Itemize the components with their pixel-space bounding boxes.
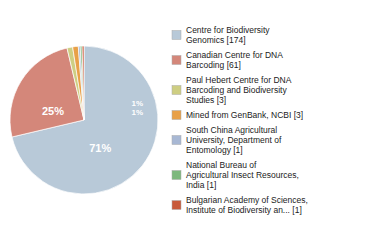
legend-label: Mined from GenBank, NCBI [3]: [186, 110, 303, 120]
chart: 71% 25% 1%1% Centre for BiodiversityGenomic…: [0, 0, 380, 240]
pie-slice: [78, 46, 84, 120]
legend-item: Canadian Centre for DNABarcoding [61]: [172, 50, 283, 70]
legend-label: Paul Hebert Centre for DNABarcoding and …: [186, 75, 292, 105]
legend-swatch: [172, 136, 181, 145]
slice-label: 25%: [42, 105, 64, 117]
pie-slice: [82, 46, 84, 120]
legend-swatch: [172, 111, 181, 120]
legend-item: Mined from GenBank, NCBI [3]: [172, 110, 303, 120]
legend-swatch: [172, 171, 181, 180]
legend: Centre for BiodiversityGenomics [174] Can…: [172, 25, 308, 215]
legend-label: Centre for BiodiversityGenomics [174]: [186, 25, 270, 45]
legend-item: South China AgriculturalUniversity, Depa…: [172, 125, 282, 155]
legend-label: National Bureau ofAgricultural Insect Re…: [186, 160, 299, 190]
legend-swatch: [172, 56, 181, 65]
pie-slice: [73, 46, 84, 120]
legend-swatch: [172, 86, 181, 95]
slice-label: 1%: [131, 99, 143, 108]
pie-slice: [67, 47, 84, 120]
legend-swatch: [172, 201, 181, 210]
legend-label: Bulgarian Academy of Sciences,Institute …: [186, 195, 308, 215]
legend-label: Canadian Centre for DNABarcoding [61]: [186, 50, 283, 70]
legend-label: South China AgriculturalUniversity, Depa…: [186, 125, 282, 155]
legend-item: Bulgarian Academy of Sciences,Institute …: [172, 195, 308, 215]
slice-label: 71%: [89, 142, 111, 154]
slice-label: 1%: [131, 108, 143, 117]
pie-slice: [80, 46, 84, 120]
pie: [10, 46, 158, 194]
legend-item: National Bureau ofAgricultural Insect Re…: [172, 160, 299, 190]
legend-swatch: [172, 31, 181, 40]
legend-item: Paul Hebert Centre for DNABarcoding and …: [172, 75, 292, 105]
legend-item: Centre for BiodiversityGenomics [174]: [172, 25, 270, 45]
